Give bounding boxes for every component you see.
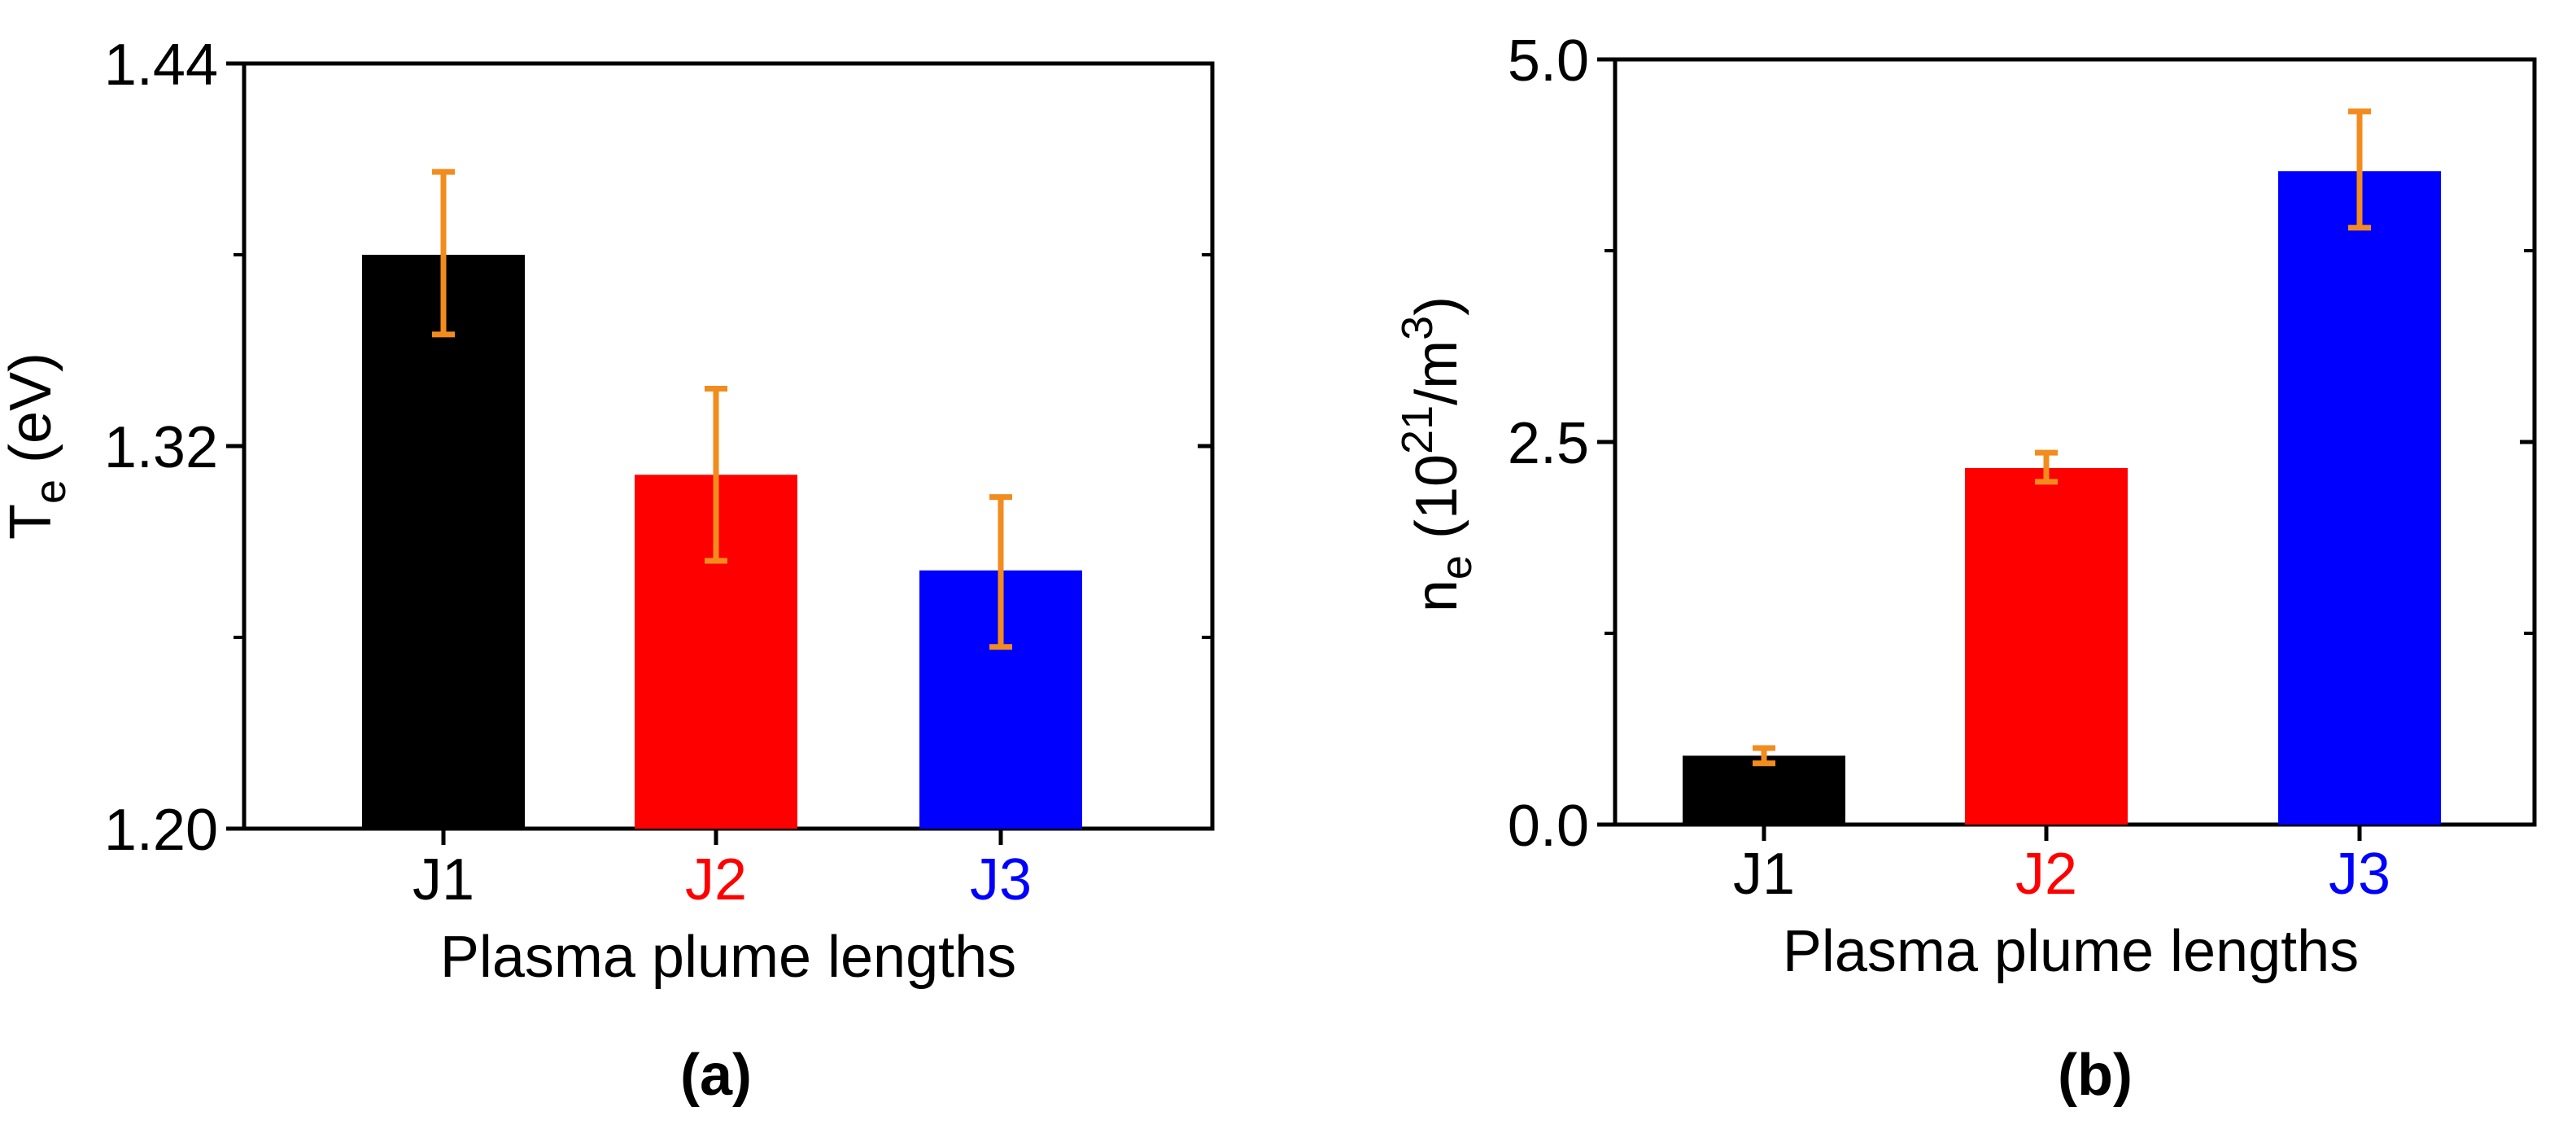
panel-b-ylabel-unit-exp2: 3 [1393,316,1442,340]
panel-b-ylabel-unit-open: (10 [1404,454,1469,555]
panel-a-y-tick-label: 1.20 [104,798,218,863]
panel-a-y-tick-label: 1.32 [104,415,218,480]
panel-a-x-axis-title: Plasma plume lengths [440,925,1016,990]
panel-b-ylabel-unit-close: ) [1404,296,1469,316]
panel-b-ylabel-main: n [1404,580,1469,612]
svg-text:Te (eV): Te (eV) [0,352,75,540]
panel-b-y-tick-label: 2.5 [1508,411,1589,476]
panel-a-bar-j1 [362,255,525,829]
panel-a-ylabel-unit: (eV) [0,352,63,479]
panel-b-bar-j1 [1683,755,1845,825]
panel-b-x-tick-label-j1: J1 [1733,842,1795,907]
panel-a-caption: (a) [680,1043,752,1108]
panel-b-bar-j2 [1965,467,2128,825]
panel-a-x-tick-label-j1: J1 [413,847,474,912]
panel-b-ylabel-sub: e [1432,555,1481,580]
panel-b-marks: 0.0 2.5 5.0 J1 J2 J3 [1508,28,2535,907]
panel-b-y-axis-title: ne (1021/m3) [1393,296,1481,612]
panel-b-x-tick-label-j3: J3 [2329,842,2390,907]
panel-b: 0.0 2.5 5.0 J1 J2 J3 ne (1021/m3) Plasma plum… [1393,28,2537,1108]
panel-a-ylabel-main: T [0,504,63,540]
panel-b-caption: (b) [2058,1043,2133,1108]
panel-b-y-tick-label: 0.0 [1508,794,1589,859]
panel-b-ylabel-unit-mid: /m [1404,340,1469,405]
panel-a-x-tick-label-j3: J3 [970,847,1032,912]
panel-a-marks: 1.20 1.32 1.44 J1 J2 J3 [104,33,1212,912]
panel-a-y-tick-label: 1.44 [104,33,218,98]
panel-a-ylabel-sub: e [26,479,75,504]
panel-b-bar-j3 [2278,171,2441,825]
panel-b-y-tick-label: 5.0 [1508,28,1589,94]
svg-text:ne (1021/m3): ne (1021/m3) [1393,296,1481,612]
panel-a-y-axis-title: Te (eV) [0,352,75,540]
panel-b-x-axis-title: Plasma plume lengths [1783,919,2359,984]
panel-a: 1.20 1.32 1.44 J1 J2 J3 Te (eV) Plasma plume … [0,33,1215,1108]
panel-a-x-tick-label-j2: J2 [685,847,747,912]
panel-b-x-tick-label-j2: J2 [2015,842,2077,907]
panel-b-ylabel-unit-exp: 21 [1393,405,1442,454]
